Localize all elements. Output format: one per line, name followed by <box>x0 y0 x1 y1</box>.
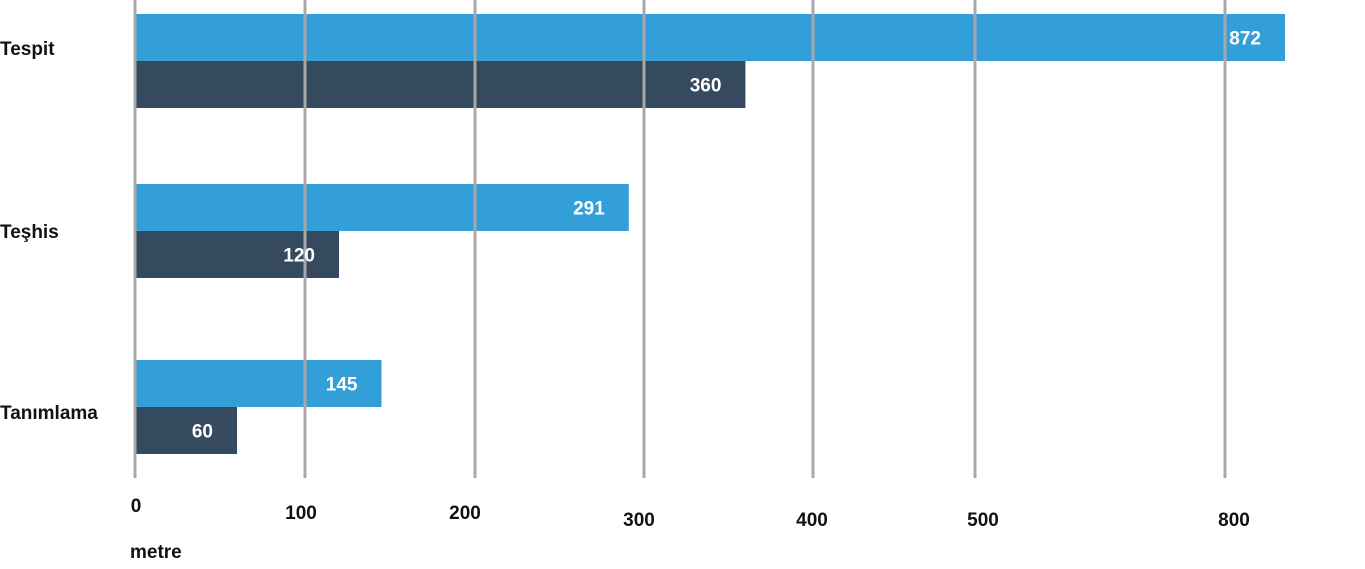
x-tick-label: 0 <box>131 496 142 517</box>
x-tick-label: 100 <box>285 503 317 524</box>
x-tick-label: 500 <box>967 510 999 531</box>
x-tick-label: 300 <box>623 510 655 531</box>
bar-value-label: 291 <box>573 199 605 220</box>
bar-tespit-series-1 <box>135 14 1285 61</box>
x-axis-title: metre <box>130 542 182 563</box>
category-label: Tanımlama <box>0 403 98 424</box>
gridlines <box>133 0 1227 478</box>
category-label: Teşhis <box>0 222 59 243</box>
bar-teşhis-series-1 <box>135 184 629 231</box>
bar-value-label: 360 <box>690 76 722 97</box>
bar-value-label: 872 <box>1229 29 1261 50</box>
category-labels: Tespit Teşhis Tanımlama <box>0 39 98 424</box>
bar-tanımlama-series-1 <box>135 360 382 407</box>
x-tick-labels: 0 100 200 300 400 500 800 <box>131 496 1250 531</box>
bar-tanımlama-series-2 <box>135 407 237 454</box>
bar-value-label: 60 <box>192 422 213 443</box>
x-tick-label: 800 <box>1218 510 1250 531</box>
bar-value-label: 120 <box>283 246 315 267</box>
category-label: Tespit <box>0 39 55 60</box>
bar-tespit-series-2 <box>135 61 746 108</box>
x-tick-label: 400 <box>796 510 828 531</box>
x-tick-label: 200 <box>449 503 481 524</box>
bar-value-label: 145 <box>326 375 358 396</box>
value-labels: 872 360 291 120 145 60 <box>192 29 1261 443</box>
